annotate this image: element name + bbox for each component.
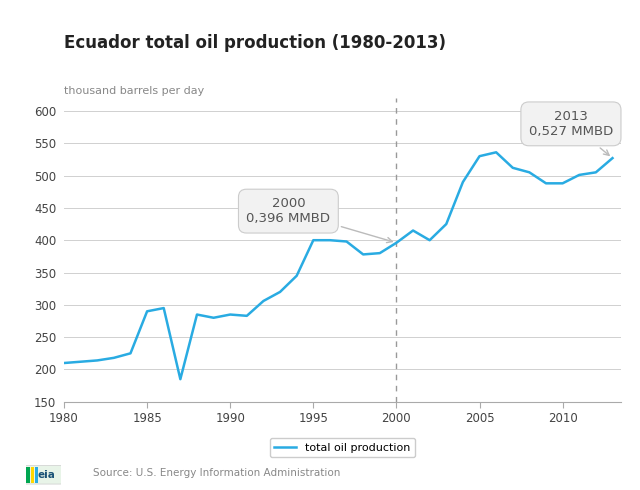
FancyBboxPatch shape	[24, 466, 62, 484]
Text: thousand barrels per day: thousand barrels per day	[64, 86, 204, 96]
Text: eia: eia	[38, 470, 56, 480]
Text: Ecuador total oil production (1980-2013): Ecuador total oil production (1980-2013)	[64, 34, 446, 52]
Text: Source: U.S. Energy Information Administration: Source: U.S. Energy Information Administ…	[93, 468, 340, 478]
Bar	[35, 466, 38, 483]
Bar	[26, 466, 30, 483]
Legend: total oil production: total oil production	[269, 438, 415, 457]
Text: 2000
0,396 MMBD: 2000 0,396 MMBD	[246, 197, 392, 243]
Text: 2013
0,527 MMBD: 2013 0,527 MMBD	[529, 110, 613, 155]
Bar	[31, 466, 34, 483]
